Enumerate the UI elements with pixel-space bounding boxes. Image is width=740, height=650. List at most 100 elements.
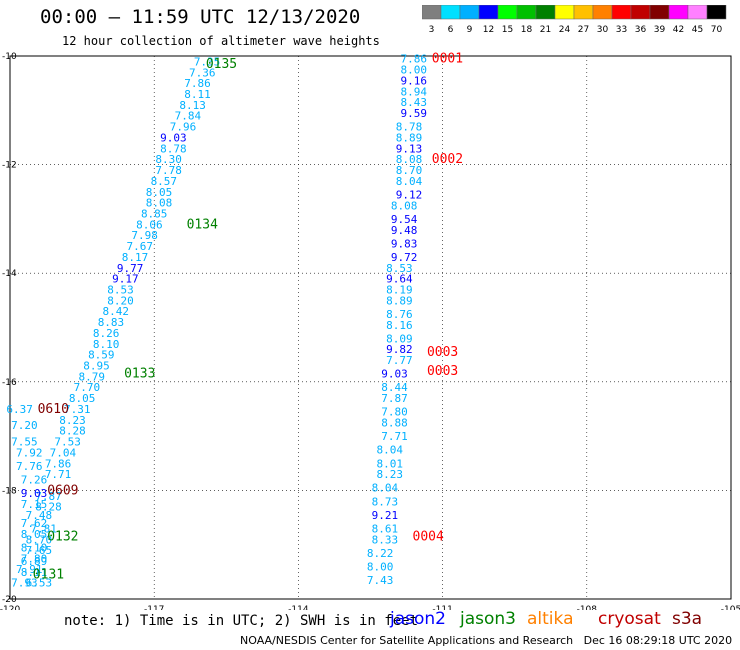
footer-credit: NOAA/NESDIS Center for Satellite Applica… (240, 634, 733, 647)
wave-height-point: 8.23 (59, 414, 86, 427)
wave-height-point: 6.89 (21, 555, 48, 568)
wave-height-point: 7.91 (16, 563, 43, 576)
pass-time-label: 0133 (124, 367, 155, 382)
pass-time-label: 0134 (187, 217, 218, 232)
pass-time-label: 0131 (33, 568, 64, 583)
wave-height-point: 8.13 (179, 99, 206, 112)
color-scale-label: (ft) (731, 25, 732, 35)
y-tick-label: -14 (2, 269, 17, 279)
wave-height-point: 8.05 (146, 186, 173, 199)
wave-height-point: 8.11 (184, 88, 211, 101)
legend-s3a: s3a (672, 609, 703, 629)
color-scale-label: 15 (502, 25, 513, 35)
wave-height-point: 8.73 (372, 495, 399, 508)
color-scale-label: 42 (673, 25, 684, 35)
wave-height-point: 8.22 (367, 547, 394, 560)
color-scale-label: 24 (559, 25, 571, 35)
wave-height-point: 7.92 (16, 446, 43, 459)
y-tick-label: -18 (2, 486, 17, 496)
wave-height-point: 7.86 (45, 457, 72, 470)
wave-height-point: 7.20 (11, 419, 38, 432)
wave-height-point: 8.00 (367, 560, 394, 573)
wave-height-point: 8.61 (372, 522, 399, 535)
wave-height-point: 7.77 (386, 354, 413, 367)
color-scale-label: 36 (635, 25, 647, 35)
color-scale-label: 70 (711, 25, 723, 35)
pass-time-label: 0003 (427, 345, 458, 360)
wave-height-point: 9.12 (396, 188, 423, 201)
wave-height-point: 8.04 (396, 175, 423, 188)
wave-height-point: 8.28 (35, 501, 62, 514)
legend-cryosat: cryosat (598, 609, 661, 629)
wave-height-map: -120 -117 -114 -111 -108 -105 -10 -12 -14 -16 -18 -… (0, 52, 740, 610)
wave-height-point: 8.57 (151, 175, 178, 188)
wave-height-point: 8.05 (69, 392, 96, 405)
wave-height-point: 7.48 (26, 509, 53, 522)
page-subtitle: 12 hour collection of altimeter wave hei… (62, 34, 380, 48)
x-tick-label: -117 (144, 605, 164, 610)
wave-height-point: 7.31 (64, 403, 91, 416)
wave-height-point: 9.83 (391, 237, 418, 250)
wave-height-point: 8.17 (122, 251, 149, 264)
pass-time-label: 0003 (427, 364, 458, 379)
x-tick-label: -120 (0, 605, 20, 610)
wave-height-point: 9.17 (112, 273, 139, 286)
wave-height-point: 8.94 (401, 85, 428, 98)
pass-time-label: 0609 (47, 483, 78, 498)
wave-height-point: 7.86 (401, 53, 428, 66)
wave-height-point: 9.03 (381, 368, 408, 381)
color-scale-label: 9 (467, 25, 473, 35)
wave-height-point: 8.20 (107, 294, 134, 307)
wave-height-point: 8.53 (386, 262, 413, 275)
wave-height-point: 7.93 (11, 577, 38, 590)
wave-height-point: 7.78 (155, 164, 182, 177)
wave-height-point: 8.28 (59, 425, 86, 438)
color-scale-label: 27 (578, 25, 589, 35)
pass-time-label: 0004 (413, 530, 444, 545)
wave-height-point: 8.88 (381, 417, 408, 430)
wave-height-point: 9.59 (401, 107, 428, 120)
wave-height-point: 7.71 (381, 430, 408, 443)
wave-height-point: 8.78 (160, 142, 187, 155)
wave-height-point: 8.89 (396, 131, 423, 144)
wave-height-point: 8.33 (372, 533, 399, 546)
color-scale-label: 18 (521, 25, 533, 35)
wave-height-point: 8.01 (376, 457, 403, 470)
wave-height-point: 8.04 (372, 482, 399, 495)
wave-height-point: 7.43 (367, 574, 394, 587)
wave-height-point: 8.43 (401, 96, 428, 109)
wave-height-point: 8.79 (78, 370, 105, 383)
wave-height-point: 8.04 (376, 444, 403, 457)
x-tick-label: -108 (577, 605, 598, 610)
color-swatch (706, 5, 727, 20)
wave-height-point: 7.80 (21, 552, 48, 565)
pass-time-label: 0135 (206, 57, 237, 72)
wave-height-point: 6.37 (6, 403, 33, 416)
wave-height-point: 7.87 (35, 490, 62, 503)
wave-height-point: 8.59 (88, 349, 115, 362)
wave-height-point: 8.83 (98, 316, 125, 329)
wave-height-point: 8.78 (396, 121, 423, 134)
legend-altika: altika (527, 609, 574, 629)
color-scale-label: 12 (483, 25, 494, 35)
wave-height-point: 8.53 (107, 283, 134, 296)
wave-height-point: 7.96 (170, 121, 197, 134)
wave-height-point: 7.86 (184, 77, 211, 90)
wave-height-point: 9.64 (386, 273, 413, 286)
wave-height-point: 9.03 (21, 487, 48, 500)
wave-height-point: 9.82 (386, 343, 413, 356)
wave-height-point: 9.13 (396, 142, 423, 155)
y-tick-label: -20 (2, 595, 17, 605)
wave-height-point: 7.98 (131, 229, 158, 242)
pass-time-label: 0610 (38, 402, 69, 417)
wave-height-point: 7.53 (54, 436, 81, 449)
wave-height-point: 6.53 (26, 577, 53, 590)
wave-height-point: 7.36 (189, 66, 216, 79)
wave-height-point: 8.10 (21, 541, 48, 554)
wave-height-point: 9.54 (391, 213, 418, 226)
wave-height-point: 8.00 (401, 64, 428, 77)
wave-height-point: 7.15 (21, 498, 48, 511)
wave-height-point: 7.62 (21, 517, 48, 530)
wave-height-point: 8.08 (396, 153, 423, 166)
